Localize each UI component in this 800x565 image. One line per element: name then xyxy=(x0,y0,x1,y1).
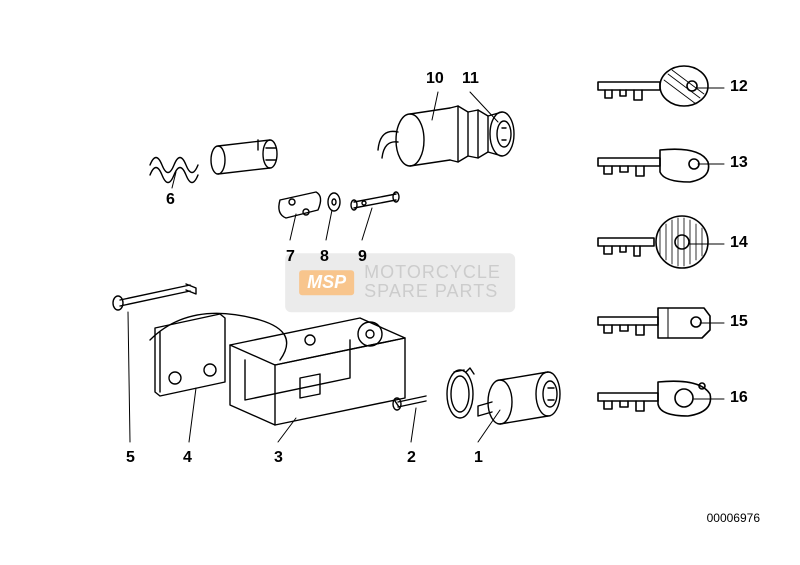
callout-13: 13 xyxy=(730,154,748,172)
part-cylinder-small xyxy=(211,140,277,174)
part-key-14 xyxy=(598,216,708,268)
part-ignition-switch xyxy=(378,106,514,166)
callout-9: 9 xyxy=(358,248,367,266)
part-bracket xyxy=(230,318,405,425)
callout-16: 16 xyxy=(730,389,748,407)
part-washer xyxy=(328,193,340,211)
part-pin xyxy=(351,192,399,210)
leader-lines xyxy=(128,88,724,442)
callout-3: 3 xyxy=(274,449,283,467)
callout-10: 10 xyxy=(426,70,444,88)
part-long-screw xyxy=(113,284,196,310)
part-ring xyxy=(447,368,474,418)
part-key-15 xyxy=(598,308,710,338)
callout-1: 1 xyxy=(474,449,483,467)
callout-12: 12 xyxy=(730,78,748,96)
part-lock-cylinder xyxy=(478,372,560,424)
part-key-12 xyxy=(598,66,708,106)
part-small-screw xyxy=(393,396,426,410)
part-backing-plate xyxy=(150,313,287,396)
diagram-canvas: MSP MOTORCYCLE SPARE PARTS xyxy=(0,0,800,565)
callout-8: 8 xyxy=(320,248,329,266)
callout-6: 6 xyxy=(166,191,175,209)
exploded-drawing xyxy=(0,0,800,565)
callout-14: 14 xyxy=(730,234,748,252)
callout-4: 4 xyxy=(183,449,192,467)
callout-7: 7 xyxy=(286,248,295,266)
callout-15: 15 xyxy=(730,313,748,331)
callout-5: 5 xyxy=(126,449,135,467)
callout-11: 11 xyxy=(462,70,479,88)
diagram-part-number: 00006976 xyxy=(707,511,760,525)
callout-2: 2 xyxy=(407,449,416,467)
part-key-16 xyxy=(598,381,711,416)
part-key-13 xyxy=(598,149,709,182)
part-small-plate xyxy=(279,192,321,218)
